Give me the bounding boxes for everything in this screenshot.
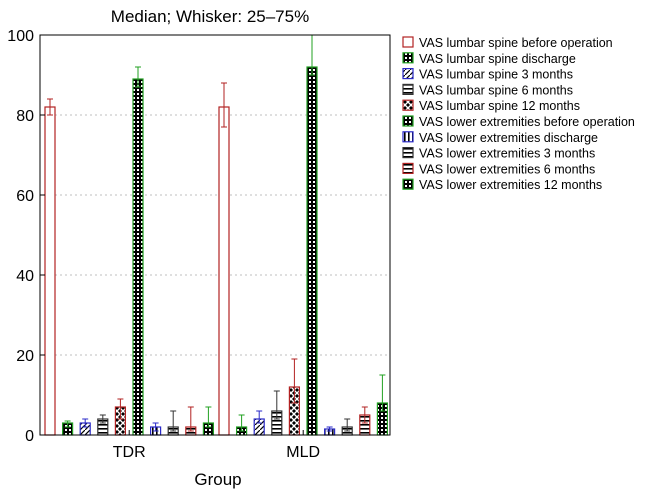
x-tick-label: MLD — [286, 444, 320, 461]
legend-item: VAS lumbar spine 6 months — [402, 83, 573, 97]
legend-label: VAS lumbar spine 12 months — [419, 99, 580, 113]
y-tick-label: 20 — [16, 348, 34, 365]
x-axis-label: Group — [194, 470, 241, 489]
legend-label: VAS lumbar spine 6 months — [419, 83, 573, 97]
bar-group — [167, 410, 179, 436]
y-axis-ticks: 0 20 40 60 80 100 — [7, 28, 45, 445]
bar-group — [185, 406, 197, 436]
y-tick-label: 100 — [7, 28, 34, 45]
bar — [132, 78, 144, 436]
legend-item: VAS lower extremities 3 months — [402, 147, 595, 161]
legend-swatch — [402, 115, 414, 127]
bar-group — [79, 418, 91, 436]
y-tick-label: 80 — [16, 108, 34, 125]
legend-item: VAS lower extremities discharge — [402, 131, 598, 145]
legend-label: VAS lumbar spine before operation — [419, 36, 613, 50]
legend-swatch — [402, 147, 414, 159]
x-axis-ticks: TDR MLD — [113, 430, 320, 461]
bar-group — [202, 406, 214, 436]
legend-item: VAS lower extremities before operation — [402, 115, 635, 129]
y-tick-label: 0 — [25, 428, 34, 445]
legend-swatch — [402, 178, 414, 190]
bar-group — [324, 426, 336, 436]
bar-group — [306, 34, 318, 436]
legend-label: VAS lumbar spine discharge — [419, 52, 576, 66]
legend-item: VAS lower extremities 12 months — [402, 178, 602, 192]
legend-swatch — [402, 36, 414, 48]
bar-group — [236, 414, 248, 436]
grid — [40, 114, 390, 356]
plot-frame — [39, 34, 391, 436]
legend-label: VAS lower extremities 12 months — [419, 178, 602, 192]
legend-label: VAS lower extremities discharge — [419, 131, 598, 145]
legend: VAS lumbar spine before operation VAS lum… — [402, 36, 635, 192]
bar-group — [218, 82, 230, 436]
bar-group — [359, 406, 371, 436]
legend-item: VAS lumbar spine 12 months — [402, 99, 580, 113]
legend-item: VAS lumbar spine before operation — [402, 36, 613, 50]
bar-group — [341, 418, 353, 436]
bar — [306, 66, 318, 436]
bar-group — [253, 410, 265, 436]
legend-swatch — [402, 67, 414, 80]
legend-item: VAS lower extremities 6 months — [402, 162, 595, 176]
legend-swatch — [402, 162, 414, 174]
legend-label: VAS lumbar spine 3 months — [419, 68, 573, 82]
bar-group — [288, 358, 300, 436]
bar-group — [271, 390, 283, 436]
y-tick-label: 60 — [16, 188, 34, 205]
legend-label: VAS lower extremities before operation — [419, 115, 635, 129]
bar-group — [44, 98, 56, 436]
x-tick-label: TDR — [113, 444, 146, 461]
legend-swatch — [402, 99, 414, 111]
chart-title: Median; Whisker: 25–75% — [111, 7, 309, 26]
legend-swatch — [402, 83, 414, 96]
bar — [44, 106, 56, 436]
legend-label: VAS lower extremities 6 months — [419, 162, 595, 176]
bar-group — [97, 414, 109, 436]
bar-group — [132, 66, 144, 436]
bar — [218, 106, 230, 436]
legend-swatch — [402, 52, 414, 64]
bars — [44, 34, 388, 436]
bar-group — [376, 374, 388, 436]
legend-swatch — [402, 131, 414, 143]
legend-item: VAS lumbar spine discharge — [402, 52, 576, 66]
y-tick-label: 40 — [16, 268, 34, 285]
legend-item: VAS lumbar spine 3 months — [402, 67, 573, 82]
bar-group — [61, 420, 74, 436]
bar-group — [114, 398, 127, 436]
bar-group — [150, 422, 162, 436]
legend-label: VAS lower extremities 3 months — [419, 147, 595, 161]
